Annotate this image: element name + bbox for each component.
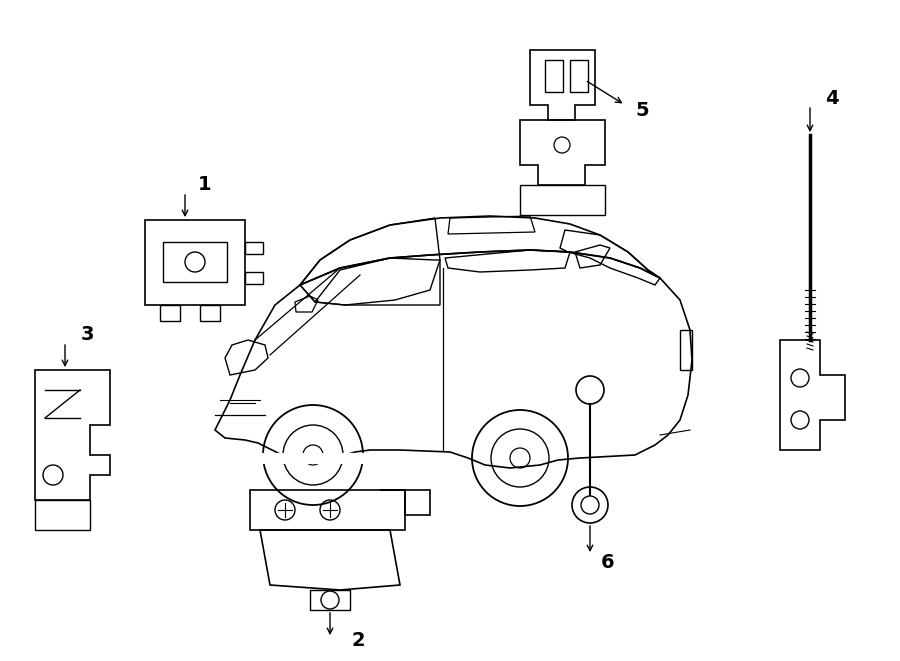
Text: 6: 6	[601, 553, 615, 572]
Text: 2: 2	[351, 631, 364, 650]
Text: 5: 5	[635, 100, 649, 120]
Text: 1: 1	[198, 176, 212, 194]
Text: 4: 4	[825, 89, 839, 108]
Text: 3: 3	[80, 325, 94, 344]
